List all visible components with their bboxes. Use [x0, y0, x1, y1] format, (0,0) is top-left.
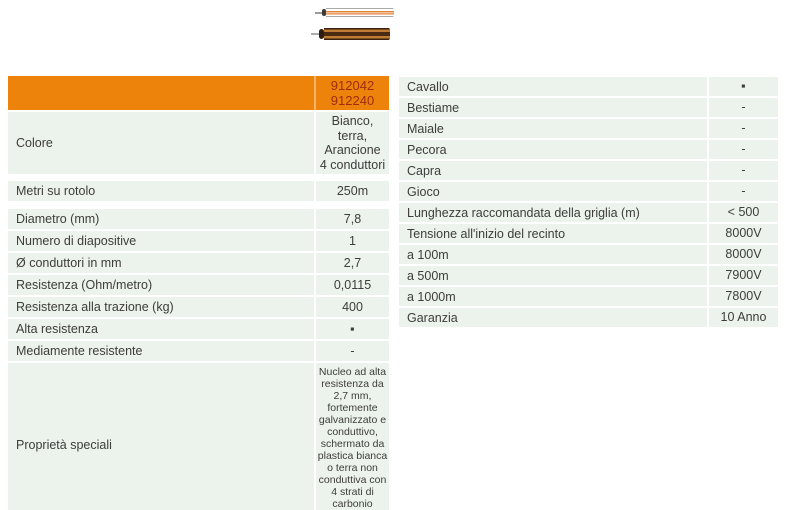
- spec-label: Resistenza alla trazione (kg): [8, 297, 314, 317]
- spec-label: a 100m: [399, 245, 707, 264]
- spec-value: 1: [316, 231, 389, 251]
- spec-label: Proprietà speciali: [8, 363, 314, 510]
- header-empty-cell: [8, 76, 314, 110]
- spec-value: 7,8: [316, 209, 389, 229]
- table-row: Colore Bianco, terra, Arancione 4 condut…: [8, 112, 389, 174]
- rope-body: [326, 8, 394, 17]
- table-row: Cavallo ▪: [399, 77, 778, 96]
- spec-value: 250m: [316, 181, 389, 201]
- spec-label: a 500m: [399, 266, 707, 285]
- spec-value: -: [709, 98, 778, 117]
- spec-value: ▪: [709, 77, 778, 96]
- wire-cap-icon: [319, 29, 324, 39]
- wire-tip-icon: [315, 11, 322, 14]
- spec-label: Resistenza (Ohm/metro): [8, 275, 314, 295]
- table-row: Mediamente resistente -: [8, 341, 389, 361]
- table-row: Pecora -: [399, 140, 778, 159]
- spec-label: Garanzia: [399, 308, 707, 327]
- spec-label: Diametro (mm): [8, 209, 314, 229]
- spec-value: 400: [316, 297, 389, 317]
- spec-label: Pecora: [399, 140, 707, 159]
- rope-body: [324, 28, 390, 40]
- wire-tip-icon: [311, 33, 319, 35]
- right-spec-table: Cavallo ▪ Bestiame - Maiale - Pecora - C…: [399, 77, 778, 327]
- left-table-rows: Colore Bianco, terra, Arancione 4 condut…: [8, 112, 389, 510]
- table-row: a 1000m 7800V: [399, 287, 778, 306]
- spec-label: Gioco: [399, 182, 707, 201]
- table-row: Resistenza (Ohm/metro) 0,0115: [8, 275, 389, 295]
- table-row: Tensione all'inizio del recinto 8000V: [399, 224, 778, 243]
- spec-label: Alta resistenza: [8, 319, 314, 339]
- spec-value: 7900V: [709, 266, 778, 285]
- spec-value: 10 Anno: [709, 308, 778, 327]
- table-row: Proprietà speciali Nucleo ad alta resist…: [8, 363, 389, 510]
- spec-label: Ø conduttori in mm: [8, 253, 314, 273]
- spec-value: 7800V: [709, 287, 778, 306]
- spec-label: Metri su rotolo: [8, 181, 314, 201]
- spec-value: ▪: [316, 319, 389, 339]
- table-row: Diametro (mm) 7,8: [8, 209, 389, 229]
- spec-label: Maiale: [399, 119, 707, 138]
- spec-label: a 1000m: [399, 287, 707, 306]
- spec-value: 0,0115: [316, 275, 389, 295]
- spec-value: 8000V: [709, 224, 778, 243]
- spec-value: Bianco, terra, Arancione 4 conduttori: [316, 112, 389, 174]
- spec-value: -: [709, 161, 778, 180]
- table-row: Bestiame -: [399, 98, 778, 117]
- spec-label: Lunghezza raccomandata della griglia (m): [399, 203, 707, 222]
- column-divider: [314, 76, 316, 110]
- spec-value: 2,7: [316, 253, 389, 273]
- product-id-header: 912042 912240: [8, 76, 389, 110]
- table-row: Gioco -: [399, 182, 778, 201]
- product-id-values: 912042 912240: [330, 77, 375, 108]
- table-row: Metri su rotolo 250m: [8, 181, 389, 201]
- spec-value: -: [709, 182, 778, 201]
- spec-value: 8000V: [709, 245, 778, 264]
- spec-label: Tensione all'inizio del recinto: [399, 224, 707, 243]
- spec-value: < 500: [709, 203, 778, 222]
- table-row: a 100m 8000V: [399, 245, 778, 264]
- spec-label: Mediamente resistente: [8, 341, 314, 361]
- spec-value: -: [316, 341, 389, 361]
- rope-white-orange-image: [315, 8, 394, 17]
- spec-value: -: [709, 119, 778, 138]
- left-spec-table: 912042 912240 Colore Bianco, terra, Aran…: [8, 76, 389, 510]
- table-row: Garanzia 10 Anno: [399, 308, 778, 327]
- spec-label: Numero di diapositive: [8, 231, 314, 251]
- table-row: Ø conduttori in mm 2,7: [8, 253, 389, 273]
- table-row: Alta resistenza ▪: [8, 319, 389, 339]
- spec-label: Colore: [8, 112, 314, 174]
- spec-label: Bestiame: [399, 98, 707, 117]
- spec-value: -: [709, 140, 778, 159]
- table-row: Maiale -: [399, 119, 778, 138]
- wire-cap-icon: [322, 9, 326, 16]
- table-row: a 500m 7900V: [399, 266, 778, 285]
- table-row: Resistenza alla trazione (kg) 400: [8, 297, 389, 317]
- rope-brown-image: [311, 28, 390, 40]
- right-table-rows: Cavallo ▪ Bestiame - Maiale - Pecora - C…: [399, 77, 778, 327]
- table-row: Capra -: [399, 161, 778, 180]
- spec-value: Nucleo ad alta resistenza da 2,7 mm, for…: [316, 363, 389, 510]
- spec-label: Capra: [399, 161, 707, 180]
- spec-label: Cavallo: [399, 77, 707, 96]
- table-row: Numero di diapositive 1: [8, 231, 389, 251]
- table-row: Lunghezza raccomandata della griglia (m)…: [399, 203, 778, 222]
